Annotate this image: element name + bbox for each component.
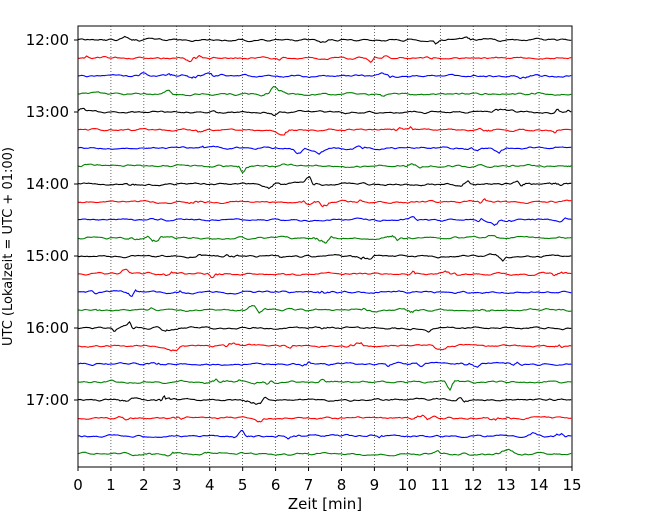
trace-1700 [78, 395, 572, 405]
x-tick-label: 6 [271, 476, 281, 494]
trace-1530 [77, 288, 572, 297]
x-tick-label: 5 [238, 476, 248, 494]
trace-1615 [77, 342, 572, 352]
x-tick-label: 8 [337, 476, 347, 494]
trace-1745 [77, 448, 572, 457]
trace-1430 [77, 216, 572, 227]
y-tick-label: 12:00 [26, 31, 69, 49]
trace-1415 [77, 198, 572, 208]
trace-1500 [77, 253, 572, 262]
x-tick-label: 15 [562, 476, 581, 494]
x-gridlines [110, 26, 540, 467]
y-axis-ticks: 12:00 13:00 14:00 15:00 16:00 17:00 [26, 31, 78, 409]
x-tick-label: 3 [172, 476, 182, 494]
trace-1730 [77, 430, 572, 440]
y-tick-label: 15:00 [26, 247, 69, 265]
y-tick-label: 16:00 [26, 319, 69, 337]
trace-1715 [77, 414, 572, 423]
trace-1245 [77, 85, 572, 97]
seismic-traces [77, 35, 572, 457]
trace-1345 [77, 163, 572, 174]
x-axis-ticks: 0 1 2 3 4 5 6 7 8 9 10 11 12 13 14 15 [73, 467, 582, 494]
x-tick-label: 7 [304, 476, 314, 494]
x-tick-label: 4 [205, 476, 215, 494]
trace-1300 [77, 107, 572, 116]
x-tick-label: 13 [497, 476, 516, 494]
trace-1630 [77, 361, 572, 368]
x-tick-label: 10 [398, 476, 417, 494]
trace-1330 [77, 145, 572, 155]
x-tick-label: 1 [106, 476, 116, 494]
x-tick-label: 2 [139, 476, 149, 494]
x-axis-label: Zeit [min] [288, 495, 362, 513]
trace-1400 [77, 175, 572, 190]
x-tick-label: 9 [370, 476, 380, 494]
trace-1215 [77, 54, 572, 64]
x-tick-label: 14 [530, 476, 549, 494]
y-tick-label: 14:00 [26, 175, 69, 193]
trace-1645 [77, 378, 572, 392]
trace-1315 [77, 126, 572, 136]
trace-1230 [77, 72, 572, 80]
trace-1600 [77, 320, 572, 333]
y-tick-label: 13:00 [26, 103, 69, 121]
trace-1200 [77, 35, 572, 45]
trace-1515 [77, 268, 572, 279]
x-tick-label: 12 [464, 476, 483, 494]
x-tick-label: 0 [73, 476, 83, 494]
trace-1445 [77, 234, 572, 244]
x-tick-label: 11 [431, 476, 450, 494]
y-tick-label: 17:00 [26, 391, 69, 409]
y-axis-label: UTC (Lokalzeit = UTC + 01:00) [1, 147, 16, 346]
plot-frame [77, 25, 573, 468]
trace-1545 [77, 304, 572, 314]
